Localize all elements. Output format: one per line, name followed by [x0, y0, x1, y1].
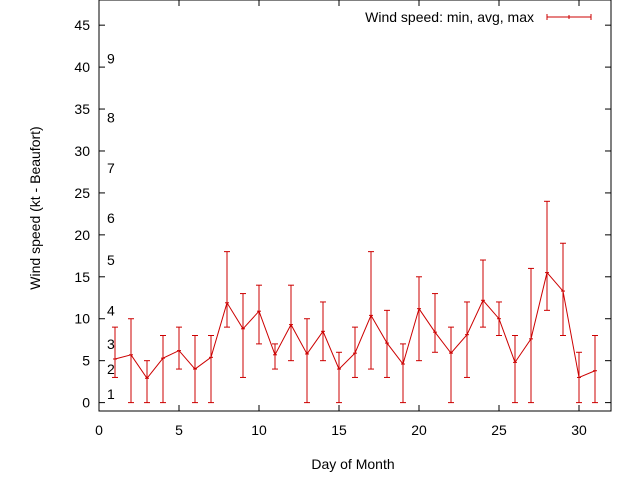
beaufort-label: 1: [107, 386, 115, 402]
beaufort-label: 3: [107, 336, 115, 352]
y-tick-label: 5: [82, 353, 90, 369]
plot-frame: [98, 0, 612, 412]
y-tick-label: 10: [74, 311, 90, 327]
x-tick-label: 20: [411, 422, 427, 438]
x-axis-title: Day of Month: [311, 456, 394, 472]
y-tick-label: 35: [74, 101, 90, 117]
beaufort-label: 4: [107, 302, 115, 318]
y-tick-label: 0: [82, 395, 90, 411]
x-tick-label: 10: [251, 422, 267, 438]
y-tick-label: 40: [74, 59, 90, 75]
beaufort-label: 9: [107, 51, 115, 67]
x-tick-label: 15: [331, 422, 347, 438]
y-tick-label: 30: [74, 143, 90, 159]
beaufort-label: 7: [107, 160, 115, 176]
legend-symbol: [546, 14, 592, 20]
series-layer: [112, 200, 598, 404]
beaufort-label: 5: [107, 252, 115, 268]
x-tick-label: 30: [571, 422, 587, 438]
y-tick-label: 25: [74, 185, 90, 201]
x-tick-label: 0: [95, 422, 103, 438]
y-axis-title: Wind speed (kt - Beaufort): [27, 126, 43, 289]
beaufort-label: 6: [107, 210, 115, 226]
legend: Wind speed: min, avg, max: [365, 9, 592, 25]
x-axis: 0 5 10 15 20 25 30: [95, 0, 587, 438]
beaufort-label: 8: [107, 109, 115, 125]
legend-label: Wind speed: min, avg, max: [365, 9, 534, 25]
y-tick-label: 20: [74, 227, 90, 243]
x-tick-label: 25: [491, 422, 507, 438]
beaufort-label: 2: [107, 361, 115, 377]
y-tick-label: 45: [74, 17, 90, 33]
y-tick-label: 15: [74, 269, 90, 285]
beaufort-scale-labels: 1 2 3 4 5 6 7 8 9: [107, 51, 115, 403]
x-tick-label: 5: [175, 422, 183, 438]
